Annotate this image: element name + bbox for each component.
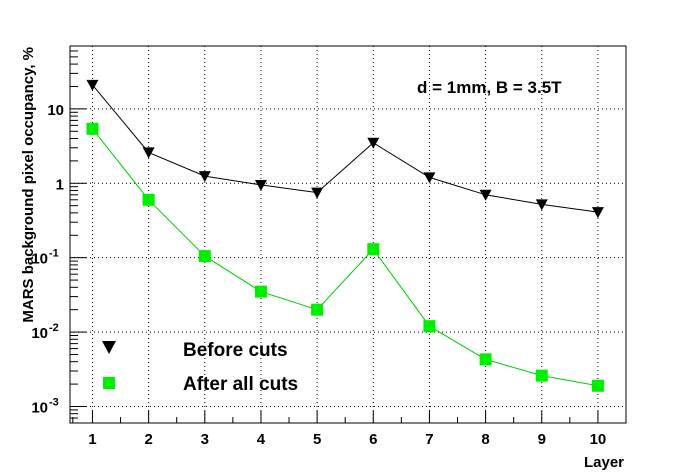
- data-point-after-all-cuts: [86, 122, 99, 135]
- x-tick-label: 8: [481, 431, 489, 448]
- x-tick-label: 5: [313, 431, 321, 448]
- grid-lines: [70, 46, 626, 423]
- x-tick-label: 4: [257, 431, 266, 448]
- x-tick-label: 10: [590, 431, 607, 448]
- data-point-after-all-cuts: [142, 193, 155, 206]
- data-point-after-all-cuts: [367, 243, 380, 256]
- data-point-before-cuts: [423, 172, 436, 184]
- data-point-before-cuts: [142, 147, 155, 159]
- data-point-after-all-cuts: [198, 250, 211, 263]
- plot-frame: [69, 45, 627, 424]
- legend-marker-before-cuts: [102, 341, 116, 354]
- y-tick-label: 10: [31, 399, 48, 416]
- y-tick-exponent: -1: [49, 248, 59, 260]
- y-tick-label: 10: [31, 325, 48, 342]
- x-tick-label: 6: [369, 431, 377, 448]
- x-tick-label: 2: [144, 431, 152, 448]
- data-point-before-cuts: [535, 199, 548, 211]
- y-tick-exponent: -2: [49, 322, 59, 334]
- x-axis-title: Layer: [584, 454, 624, 471]
- x-tick-label: 9: [538, 431, 546, 448]
- data-point-after-all-cuts: [535, 369, 548, 382]
- y-tick-label: 1: [56, 176, 64, 193]
- legend: Before cuts After all cuts: [102, 340, 298, 395]
- data-point-after-all-cuts: [591, 379, 604, 392]
- data-point-after-all-cuts: [423, 320, 436, 333]
- data-point-before-cuts: [86, 79, 99, 91]
- x-tick-label: 1: [88, 431, 96, 448]
- y-tick-label: 10: [31, 251, 48, 268]
- data-point-before-cuts: [311, 187, 324, 199]
- series-line-after-all-cuts: [92, 128, 598, 387]
- x-tick-label: 7: [425, 431, 433, 448]
- data-point-before-cuts: [591, 207, 604, 219]
- series-line-before-cuts: [92, 84, 598, 213]
- y-axis-title: MARS background pixel occupancy, %: [20, 47, 37, 323]
- x-tick-label: 3: [201, 431, 209, 448]
- legend-marker-after-all-cuts: [103, 377, 115, 389]
- legend-label-after-all-cuts: After all cuts: [183, 374, 298, 395]
- series-layer: [86, 79, 604, 392]
- data-point-after-all-cuts: [479, 353, 492, 366]
- annotation-text: d = 1mm, B = 3.5T: [417, 78, 562, 97]
- y-tick-exponent: -3: [49, 396, 59, 408]
- legend-label-before-cuts: Before cuts: [183, 340, 288, 361]
- data-point-after-all-cuts: [254, 285, 267, 298]
- y-tick-label: 10: [47, 102, 64, 119]
- data-point-after-all-cuts: [311, 303, 324, 316]
- data-point-before-cuts: [254, 179, 267, 191]
- data-point-before-cuts: [479, 189, 492, 201]
- data-point-before-cuts: [367, 137, 380, 149]
- data-point-before-cuts: [198, 171, 211, 183]
